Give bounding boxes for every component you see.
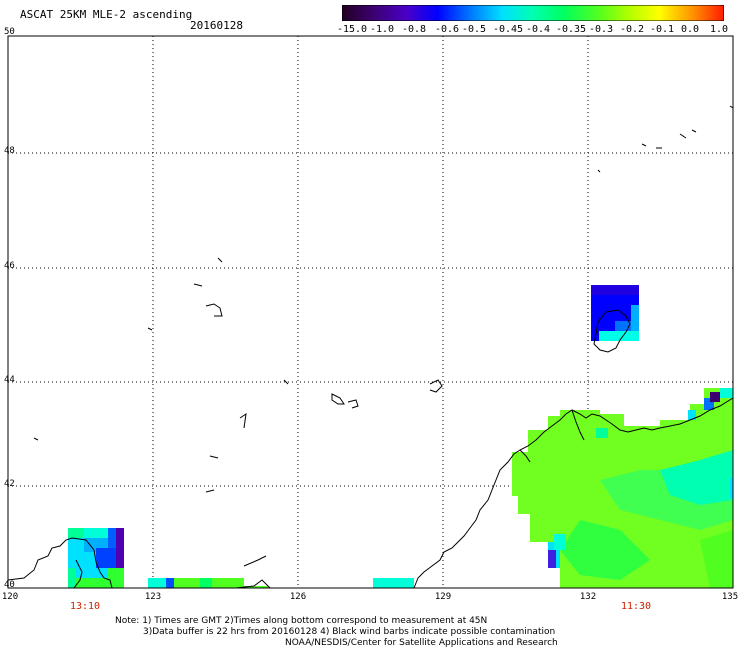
swath-island bbox=[591, 285, 639, 341]
lat-label: 50 bbox=[4, 27, 15, 37]
coastlines bbox=[7, 105, 734, 589]
lat-label: 44 bbox=[4, 375, 15, 385]
lon-label: 120 bbox=[1, 592, 19, 602]
lon-label: 123 bbox=[144, 592, 162, 602]
product-date: 20160128 bbox=[190, 19, 243, 32]
lon-label: 129 bbox=[434, 592, 452, 602]
colorbar-label: -0.4 bbox=[525, 24, 551, 35]
note-line: NOAA/NESDIS/Center for Satellite Applica… bbox=[285, 638, 558, 648]
swath-sw bbox=[68, 528, 124, 588]
time-label: 11:30 bbox=[620, 601, 652, 612]
note-line: Note: 1) Times are GMT 2)Times along bot… bbox=[115, 616, 488, 626]
lon-label: 132 bbox=[579, 592, 597, 602]
lat-label: 46 bbox=[4, 261, 15, 271]
colorbar-label: -15.0 bbox=[336, 24, 368, 35]
colorbar-label: -1.0 bbox=[369, 24, 395, 35]
lat-label: 48 bbox=[4, 146, 15, 156]
lon-label: 135 bbox=[721, 592, 739, 602]
product-title: ASCAT 25KM MLE-2 ascending bbox=[20, 8, 193, 21]
swath-bottom bbox=[148, 578, 414, 588]
colorbar bbox=[342, 5, 724, 21]
map-frame bbox=[7, 35, 734, 589]
swath-se bbox=[512, 388, 733, 588]
colorbar-label: -0.35 bbox=[555, 24, 587, 35]
lon-label: 126 bbox=[289, 592, 307, 602]
colorbar-label: -0.45 bbox=[492, 24, 524, 35]
colorbar-label: -0.6 bbox=[434, 24, 460, 35]
colorbar-labels: -15.0 -1.0 -0.8 -0.6 -0.5 -0.45 -0.4 -0.… bbox=[330, 24, 730, 38]
colorbar-label: -0.5 bbox=[461, 24, 487, 35]
note-line: 3)Data buffer is 22 hrs from 20160128 4)… bbox=[143, 627, 556, 637]
colorbar-label: 1.0 bbox=[709, 24, 729, 35]
colorbar-label: -0.8 bbox=[401, 24, 427, 35]
colorbar-label: -0.3 bbox=[588, 24, 614, 35]
colorbar-label: -0.1 bbox=[649, 24, 675, 35]
notes: Note: 1) Times are GMT 2)Times along bot… bbox=[115, 616, 558, 649]
lat-label: 40 bbox=[4, 580, 15, 590]
lat-label: 42 bbox=[4, 479, 15, 489]
colorbar-label: 0.0 bbox=[680, 24, 700, 35]
colorbar-label: -0.2 bbox=[619, 24, 645, 35]
time-label: 13:10 bbox=[69, 601, 101, 612]
